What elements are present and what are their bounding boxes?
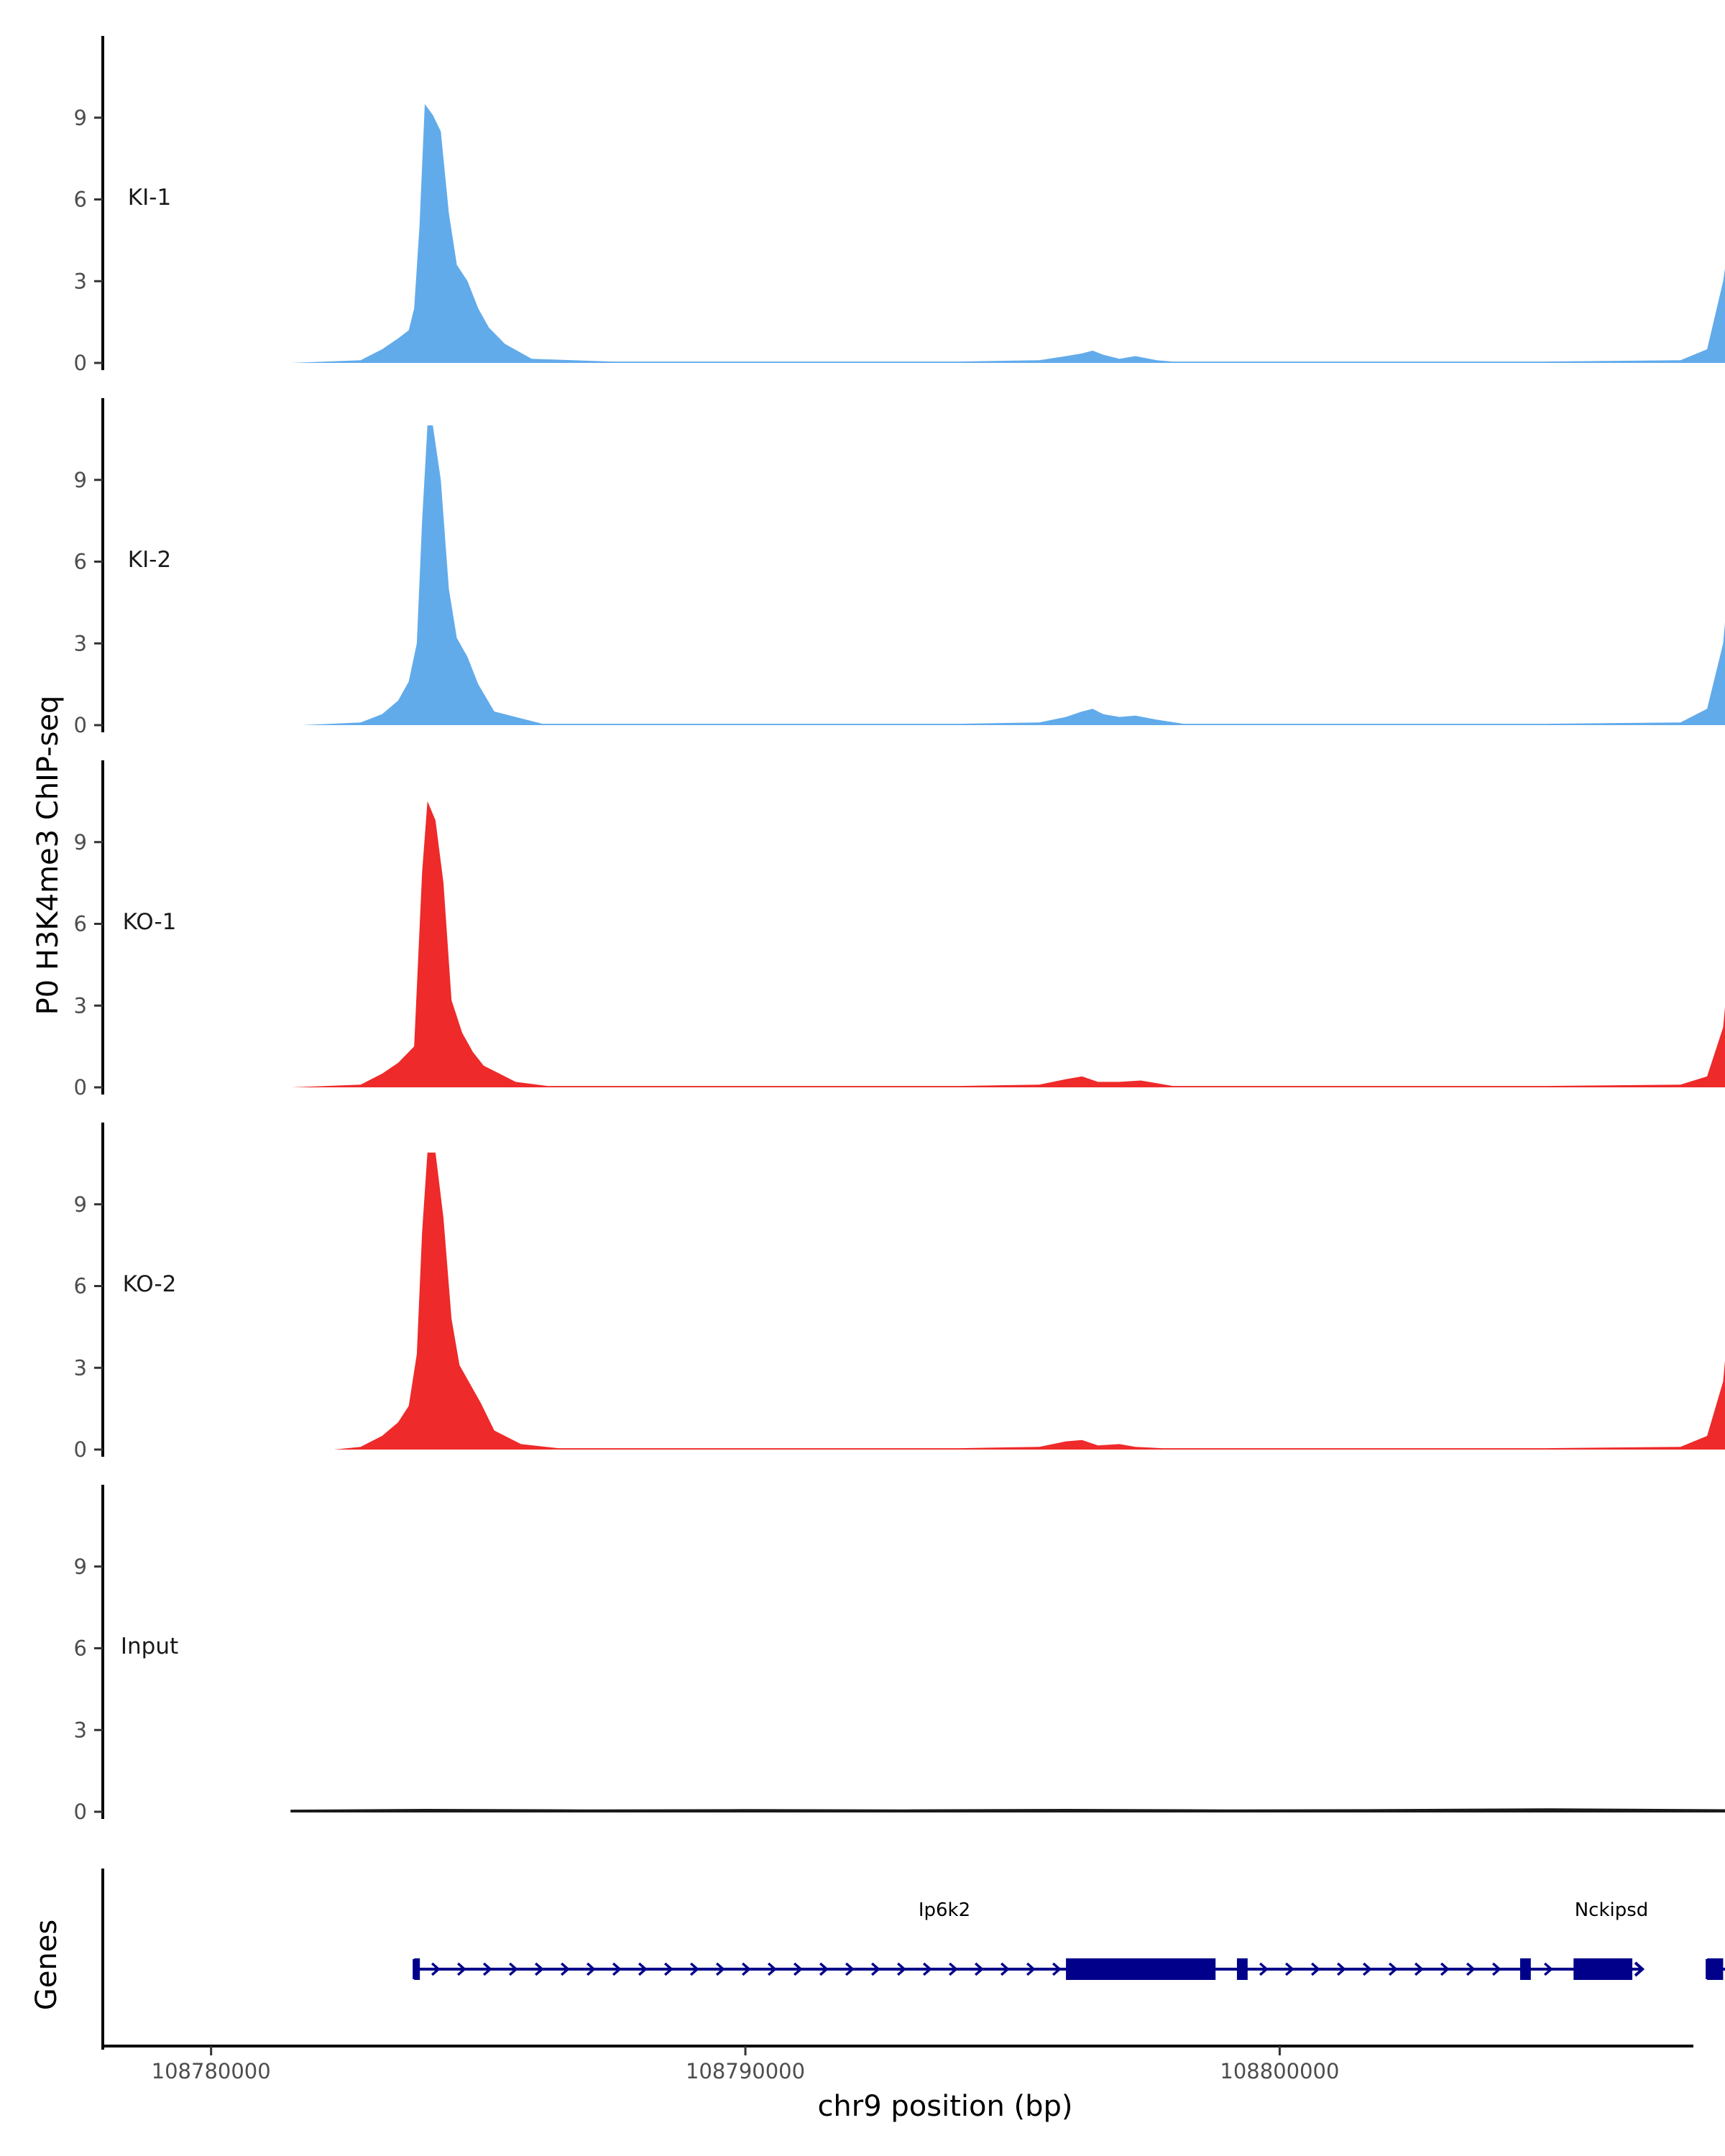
gene-name-label: Nckipsd xyxy=(1575,1899,1649,1921)
strand-arrow xyxy=(1000,1962,1010,1976)
exon-block xyxy=(1707,1958,1724,1980)
strand-arrow xyxy=(1284,1962,1294,1976)
strand-arrow xyxy=(663,1962,673,1976)
y-tick-label: 0 xyxy=(74,713,87,737)
y-tick-label: 3 xyxy=(74,631,87,655)
strand-arrow xyxy=(896,1962,906,1976)
y-tick-label: 0 xyxy=(74,1800,87,1824)
strand-arrow xyxy=(1362,1962,1372,1976)
signal-area xyxy=(334,1152,1725,1450)
signal-area xyxy=(291,801,1725,1087)
exon-block xyxy=(1236,1958,1248,1980)
y-tick-label: 0 xyxy=(74,351,87,375)
y-tick-label: 0 xyxy=(74,1437,87,1462)
y-tick-label: 9 xyxy=(74,830,87,854)
signal-area xyxy=(302,425,1725,725)
y-axis-title: P0 H3K4me3 ChIP-seq xyxy=(32,696,65,1015)
strand-arrow xyxy=(922,1962,932,1976)
strand-arrow xyxy=(456,1962,466,1976)
strand-arrow xyxy=(974,1962,984,1976)
gene-ip6k2: Ip6k2 xyxy=(413,1899,1645,1980)
strand-arrow xyxy=(482,1962,492,1976)
signal-tracks: 0 3 6 9 KI-1 0 3 6 9 KI-2 0 3 6 9 KO-1 0 3 6 9 KO-2 0 3 6 9 Inpu… xyxy=(74,36,1725,1824)
track-label: KO-2 xyxy=(123,1271,177,1297)
strand-arrow xyxy=(1414,1962,1424,1976)
x-tick-label: 108790000 xyxy=(686,2059,805,2083)
strand-arrow xyxy=(1026,1962,1036,1976)
strand-arrow xyxy=(819,1962,829,1976)
x-tick-label: 108800000 xyxy=(1220,2059,1339,2083)
exon-block xyxy=(1066,1958,1216,1980)
track-label: KI-2 xyxy=(128,547,171,573)
y-tick-label: 0 xyxy=(74,1075,87,1100)
y-tick-label: 9 xyxy=(74,468,87,492)
gene-name-label: Ip6k2 xyxy=(919,1899,970,1921)
strand-arrow xyxy=(715,1962,725,1976)
x-axis-title: chr9 position (bp) xyxy=(817,2090,1072,2123)
x-axis: 1087800001087900001088000001088100 xyxy=(103,2045,1693,2083)
strand-arrow xyxy=(767,1962,777,1976)
strand-arrow xyxy=(431,1962,441,1976)
y-tick-label: 6 xyxy=(74,550,87,574)
exon-block xyxy=(1573,1958,1633,1980)
signal-area xyxy=(290,1808,1725,1812)
y-tick-label: 6 xyxy=(74,1636,87,1661)
strand-arrow xyxy=(1634,1961,1645,1977)
track-label: Input xyxy=(121,1634,178,1659)
strand-arrow xyxy=(948,1962,958,1976)
track-ki-1: 0 3 6 9 KI-1 xyxy=(74,36,1725,375)
y-tick-label: 3 xyxy=(74,269,87,293)
genes-axis-title: Genes xyxy=(30,1920,63,2010)
genes-panel: Ip6k2 Nckipsd xyxy=(101,1869,1725,2050)
strand-arrow xyxy=(586,1962,596,1976)
strand-arrow xyxy=(845,1962,855,1976)
strand-arrow xyxy=(638,1962,648,1976)
strand-arrow xyxy=(741,1962,751,1976)
strand-arrow xyxy=(793,1962,803,1976)
signal-area xyxy=(291,103,1725,363)
strand-arrow xyxy=(1440,1962,1450,1976)
strand-arrow xyxy=(1259,1962,1269,1976)
strand-arrow xyxy=(1466,1962,1476,1976)
strand-arrow xyxy=(534,1962,544,1976)
strand-arrow xyxy=(560,1962,570,1976)
strand-arrow xyxy=(612,1962,622,1976)
y-tick-label: 6 xyxy=(74,1274,87,1299)
y-tick-label: 3 xyxy=(74,1355,87,1380)
y-tick-label: 6 xyxy=(74,912,87,936)
x-tick-label: 108780000 xyxy=(152,2059,271,2083)
strand-arrow xyxy=(870,1962,880,1976)
track-label: KO-1 xyxy=(123,909,177,935)
strand-arrow xyxy=(1543,1962,1553,1976)
y-tick-label: 9 xyxy=(74,1554,87,1579)
y-tick-label: 3 xyxy=(74,1718,87,1742)
track-label: KI-1 xyxy=(128,185,171,211)
strand-arrow xyxy=(508,1962,518,1976)
strand-arrow xyxy=(1336,1962,1346,1976)
y-tick-label: 9 xyxy=(74,1192,87,1217)
strand-arrow xyxy=(1052,1962,1062,1976)
y-tick-label: 3 xyxy=(74,993,87,1018)
exon-block xyxy=(414,1958,420,1980)
exon-block xyxy=(1519,1958,1531,1980)
track-input: 0 3 6 9 Input xyxy=(74,1485,1725,1824)
gene-nckipsd: Nckipsd xyxy=(1575,1899,1725,1980)
strand-arrow xyxy=(1491,1962,1501,1976)
y-tick-label: 9 xyxy=(74,106,87,130)
track-ko-1: 0 3 6 9 KO-1 xyxy=(74,760,1725,1100)
y-tick-label: 6 xyxy=(74,188,87,212)
strand-arrow xyxy=(1310,1962,1320,1976)
strand-arrow xyxy=(689,1962,699,1976)
strand-arrow xyxy=(1388,1962,1398,1976)
track-ko-2: 0 3 6 9 KO-2 xyxy=(74,1123,1725,1462)
track-ki-2: 0 3 6 9 KI-2 xyxy=(74,398,1725,737)
